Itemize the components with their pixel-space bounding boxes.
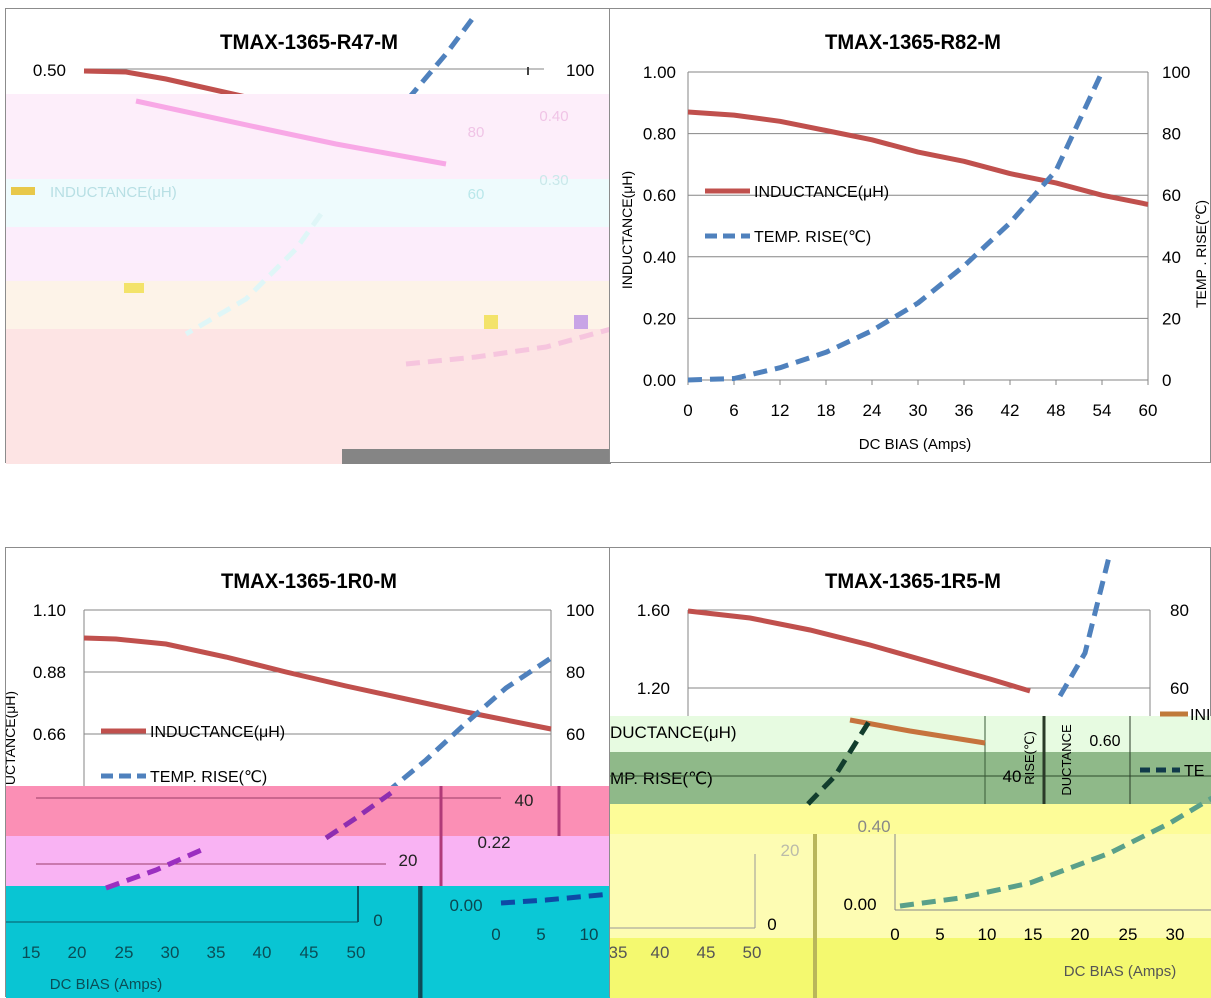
temp-rise-series-line (326, 793, 391, 838)
temp-rise-series-line (406, 329, 611, 364)
chart-panel-r82: TMAX-1365-R82-M 0.00 0.20 0.40 0.60 0.80 1.00 0… (609, 8, 1211, 463)
x-tick-label: 20 (1071, 925, 1090, 944)
glitch-swatch (124, 283, 144, 293)
x-tick-label: 36 (955, 401, 974, 420)
temp-rise-series-line (501, 894, 611, 903)
x-tick-label: 35 (610, 943, 627, 962)
y-tick-label: 0.00 (843, 895, 876, 914)
chart-r82: TMAX-1365-R82-M 0.00 0.20 0.40 0.60 0.80 1.00 0… (610, 9, 1211, 464)
x-tick-label: 40 (253, 943, 272, 962)
y2-axis-label: TEMP . RISE(℃) (1193, 200, 1209, 308)
x-tick-label: 20 (68, 943, 87, 962)
y-axis-label: DUCTANCE (1059, 724, 1074, 796)
x-tick-label: 15 (22, 943, 41, 962)
x-tick-label: 35 (207, 943, 226, 962)
x-tick-label: 5 (935, 925, 944, 944)
y-tick-label: 1.00 (643, 63, 676, 82)
x-tick-label: 12 (771, 401, 790, 420)
y-tick-label: 0.00 (643, 371, 676, 390)
y2-tick-label: 80 (468, 124, 485, 141)
x-tick-label: 0 (890, 925, 899, 944)
x-tick-label: 10 (978, 925, 997, 944)
x-tick-label: 18 (817, 401, 836, 420)
temp-rise-series-line (900, 798, 1211, 906)
legend-inductance-label: DUCTANCE(μH) (610, 723, 737, 742)
y-tick-label: 0.40 (857, 817, 890, 836)
x-tick-label: 0 (491, 925, 500, 944)
x-tick-label: 54 (1093, 401, 1112, 420)
x-axis-label: DC BIAS (Amps) (859, 436, 972, 453)
y-tick-label: 0.40 (643, 248, 676, 267)
y-tick-label: 0.60 (1089, 733, 1120, 750)
x-tick-label: 15 (1024, 925, 1043, 944)
temp-rise-series-line (186, 214, 321, 334)
x-tick-label: 30 (1166, 925, 1185, 944)
x-tick-label: 30 (909, 401, 928, 420)
chart-r47-overlay: 80 60 0.40 0.30 INDUCTANCE(μH) (6, 9, 611, 464)
y-axis-label: INDUCTANCE(μH) (619, 171, 635, 289)
y-tick-label: 0.40 (539, 108, 568, 125)
x-tick-label: 5 (536, 925, 545, 944)
glitch-swatch (11, 187, 35, 195)
chart-panel-1r0: TMAX-1365-1R0-M1.100.880.660.441008060UC… (5, 547, 610, 997)
legend-inductance-label: INDUCTANCE(μH) (50, 184, 177, 201)
y2-tick-label: 0 (1162, 371, 1171, 390)
legend-inductance-label: INDUCTANCE(μH) (754, 184, 889, 201)
x-tick-label: 45 (300, 943, 319, 962)
legend-temp-label: TEMP. RISE(℃) (754, 229, 871, 246)
y2-tick-label: 40 (515, 791, 534, 810)
x-tick-label: 30 (161, 943, 180, 962)
y2-tick-label: 60 (1162, 186, 1181, 205)
legend-temp-label: MP. RISE(℃) (610, 769, 713, 788)
glitch-swatch (484, 315, 498, 329)
y2-tick-label: 40 (1003, 767, 1022, 786)
y-tick-label: 0.80 (643, 125, 676, 144)
legend-inductance-label: INI (1190, 707, 1210, 724)
x-tick-label: 10 (580, 925, 599, 944)
y2-axis-label: RISE(℃) (1022, 731, 1037, 785)
x-tick-label: 45 (697, 943, 716, 962)
y-tick-label: 0.30 (539, 172, 568, 189)
inductance-series-line (136, 101, 446, 164)
legend-temp-label: TE (1184, 763, 1204, 780)
x-tick-label: 24 (863, 401, 882, 420)
x-tick-label: 48 (1047, 401, 1066, 420)
y2-tick-label: 20 (781, 841, 800, 860)
temp-rise-series-line (808, 720, 870, 804)
x-tick-label: 6 (729, 401, 738, 420)
x-tick-label: 60 (1139, 401, 1158, 420)
x-tick-label: 25 (115, 943, 134, 962)
y2-tick-label: 80 (1162, 125, 1181, 144)
x-tick-label: 50 (347, 943, 366, 962)
chart-title: TMAX-1365-R82-M (825, 31, 1001, 54)
y-tick-label: 0.00 (449, 896, 482, 915)
y2-tick-label: 0 (767, 915, 776, 934)
y2-tick-label: 0 (373, 911, 382, 930)
x-axis-label: DC BIAS (Amps) (1064, 963, 1177, 980)
glitch-swatch (574, 315, 588, 329)
chart-1r0-overlay: 40 20 0 0.22 0.00 0 5 10 15 20 25 30 35 40 45 50 DC BIAS… (6, 548, 611, 998)
y2-tick-label: 20 (399, 851, 418, 870)
x-tick-label: 40 (651, 943, 670, 962)
x-tick-label: 0 (683, 401, 692, 420)
inductance-series-line (850, 720, 985, 743)
x-tick-label: 25 (1119, 925, 1138, 944)
x-axis-label: DC BIAS (Amps) (50, 976, 163, 993)
y2-tick-label: 40 (1162, 248, 1181, 267)
y-tick-label: 0.60 (643, 186, 676, 205)
y2-tick-label: 100 (1162, 63, 1190, 82)
y2-tick-label: 20 (1162, 309, 1181, 328)
temp-rise-series-line (106, 848, 206, 888)
x-tick-label: 42 (1001, 401, 1020, 420)
y2-tick-label: 60 (468, 186, 485, 203)
y-tick-label: 0.20 (643, 309, 676, 328)
y-tick-label: 0.22 (477, 833, 510, 852)
x-tick-label: 50 (743, 943, 762, 962)
